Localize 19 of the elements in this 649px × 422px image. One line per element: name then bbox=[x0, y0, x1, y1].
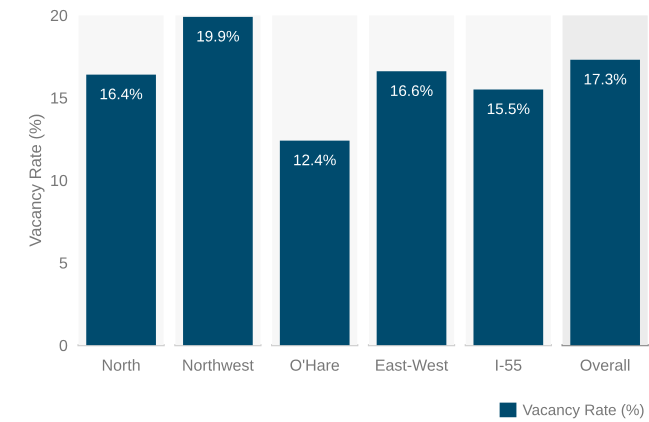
legend-label: Vacancy Rate (%) bbox=[522, 404, 644, 418]
x-tick-label: Overall bbox=[580, 359, 630, 371]
data-label: 16.4% bbox=[100, 88, 142, 100]
x-tick-label: O'Hare bbox=[290, 360, 340, 371]
data-label: 12.4% bbox=[294, 154, 336, 166]
x-tick-label: I-55 bbox=[496, 360, 522, 371]
y-axis-title: Vacancy Rate (%) bbox=[28, 114, 45, 247]
x-tick-label: Northwest bbox=[183, 359, 254, 371]
data-label: 17.3% bbox=[584, 74, 626, 84]
x-tick-label: East-West bbox=[376, 360, 448, 371]
y-tick-label: 0 bbox=[60, 340, 68, 352]
data-label: 15.5% bbox=[488, 103, 530, 114]
y-tick-label: 20 bbox=[50, 10, 68, 22]
x-tick-label: North bbox=[102, 359, 140, 371]
y-tick-label: 15 bbox=[51, 92, 68, 104]
data-label: 19.9% bbox=[197, 30, 240, 42]
y-tick-label: 5 bbox=[60, 257, 68, 269]
data-label: 16.6% bbox=[391, 85, 433, 96]
y-tick-label: 10 bbox=[51, 174, 68, 186]
